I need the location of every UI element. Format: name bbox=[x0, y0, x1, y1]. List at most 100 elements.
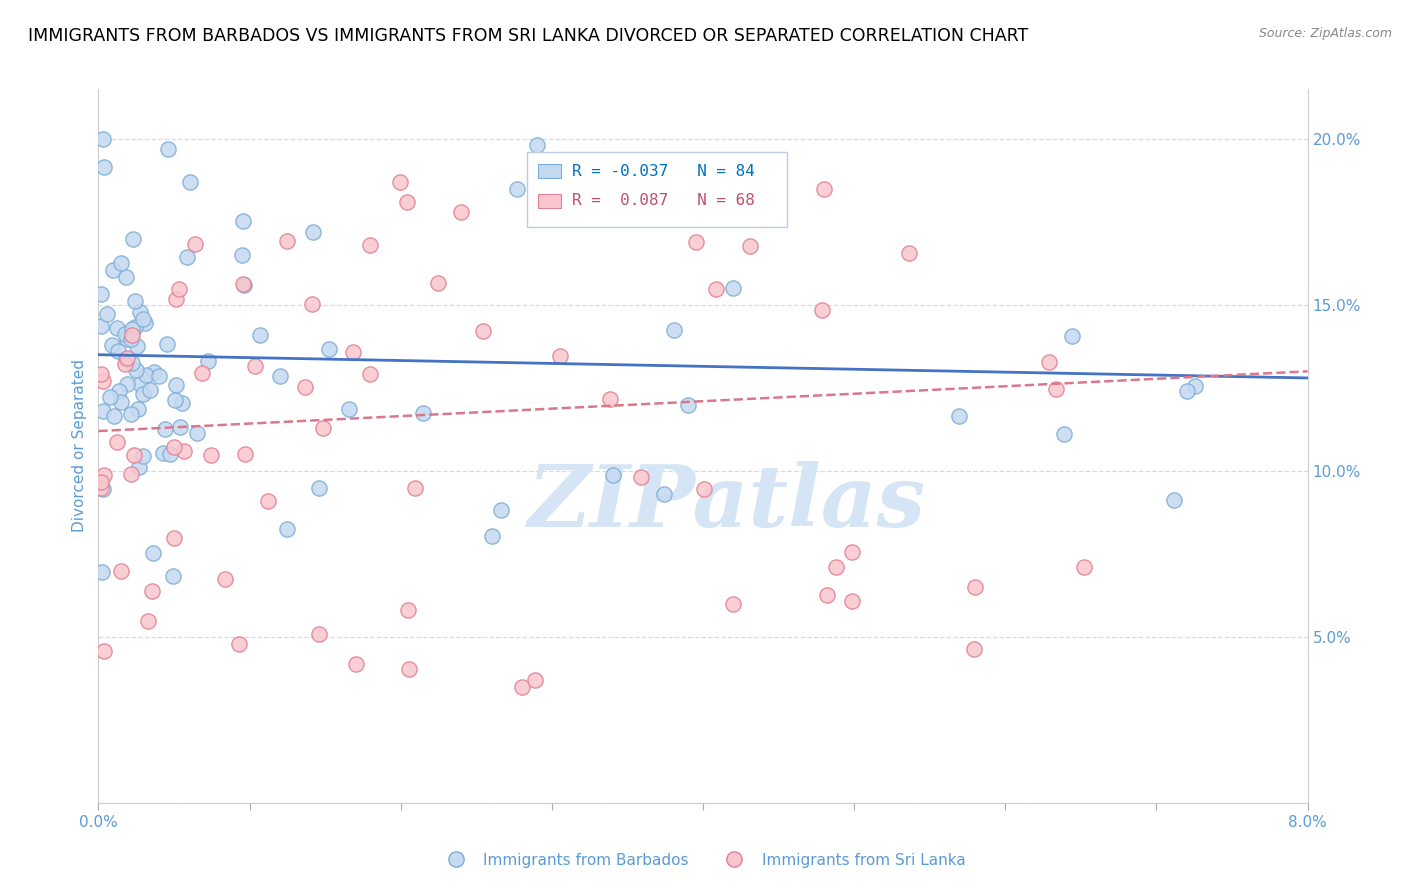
Point bbox=[93, 644, 115, 658]
Point bbox=[90, 286, 112, 301]
Point bbox=[243, 359, 266, 373]
Point bbox=[103, 409, 125, 423]
Point bbox=[232, 214, 254, 228]
Point bbox=[110, 564, 132, 578]
Point bbox=[235, 447, 257, 461]
Point bbox=[200, 448, 222, 462]
Point bbox=[91, 132, 114, 146]
Point bbox=[115, 269, 138, 284]
Point bbox=[155, 422, 177, 436]
Point bbox=[412, 406, 434, 420]
Point bbox=[165, 292, 187, 306]
Point bbox=[404, 481, 426, 495]
Point bbox=[197, 354, 219, 368]
Point bbox=[114, 357, 136, 371]
Point bbox=[90, 475, 112, 489]
Point bbox=[489, 503, 512, 517]
Point bbox=[685, 235, 707, 249]
Point bbox=[132, 387, 155, 401]
Point bbox=[389, 175, 412, 189]
Point bbox=[342, 345, 364, 359]
Point bbox=[165, 378, 187, 392]
Point bbox=[676, 398, 699, 412]
Point bbox=[810, 302, 832, 317]
Point bbox=[481, 528, 503, 542]
Point bbox=[526, 137, 548, 152]
Point bbox=[100, 390, 122, 404]
Point bbox=[231, 248, 253, 262]
Point bbox=[159, 447, 181, 461]
Point bbox=[96, 307, 118, 321]
Point bbox=[105, 435, 128, 450]
Point bbox=[813, 182, 835, 196]
Point bbox=[115, 332, 138, 346]
Point bbox=[723, 281, 745, 295]
Point bbox=[738, 239, 761, 253]
Text: IMMIGRANTS FROM BARBADOS VS IMMIGRANTS FROM SRI LANKA DIVORCED OR SEPARATED CORR: IMMIGRANTS FROM BARBADOS VS IMMIGRANTS F… bbox=[28, 27, 1028, 45]
Point bbox=[110, 394, 132, 409]
Point bbox=[128, 460, 150, 475]
Point bbox=[91, 483, 114, 497]
Point bbox=[301, 225, 323, 239]
Text: R =  0.087   N = 68: R = 0.087 N = 68 bbox=[572, 194, 755, 208]
Point bbox=[148, 369, 170, 384]
Point bbox=[156, 142, 179, 156]
Point bbox=[101, 338, 124, 352]
Point bbox=[965, 580, 987, 594]
Point bbox=[962, 641, 984, 656]
Point bbox=[129, 305, 152, 319]
Point bbox=[135, 368, 157, 382]
Point bbox=[276, 234, 298, 248]
Point bbox=[472, 325, 495, 339]
Point bbox=[308, 627, 330, 641]
Point bbox=[124, 319, 146, 334]
Point bbox=[1053, 427, 1076, 442]
Point bbox=[105, 321, 128, 335]
Point bbox=[122, 231, 145, 245]
Point bbox=[117, 351, 139, 365]
Point bbox=[360, 238, 382, 252]
Text: Source: ZipAtlas.com: Source: ZipAtlas.com bbox=[1258, 27, 1392, 40]
Point bbox=[172, 395, 194, 409]
Point bbox=[136, 614, 159, 628]
Point bbox=[117, 377, 139, 392]
Point bbox=[1060, 329, 1083, 343]
Point bbox=[723, 597, 745, 611]
Point bbox=[139, 384, 162, 398]
Point bbox=[1175, 384, 1198, 399]
Point bbox=[301, 297, 323, 311]
Point bbox=[173, 444, 195, 458]
Point bbox=[318, 343, 340, 357]
Point bbox=[121, 322, 143, 336]
Point bbox=[599, 392, 621, 406]
Point bbox=[162, 568, 184, 582]
Point bbox=[1163, 492, 1185, 507]
Point bbox=[93, 468, 115, 483]
Point bbox=[214, 572, 236, 586]
Point bbox=[124, 294, 146, 309]
Point bbox=[815, 589, 838, 603]
Point bbox=[398, 662, 420, 676]
Point bbox=[396, 602, 419, 616]
Point bbox=[179, 175, 201, 189]
Legend: Immigrants from Barbados, Immigrants from Sri Lanka: Immigrants from Barbados, Immigrants fro… bbox=[434, 847, 972, 873]
Point bbox=[129, 377, 152, 392]
Point bbox=[395, 195, 418, 210]
Point bbox=[108, 384, 131, 399]
Point bbox=[142, 546, 165, 560]
Point bbox=[167, 282, 190, 296]
Point bbox=[294, 380, 316, 394]
Point bbox=[312, 421, 335, 435]
Point bbox=[186, 425, 208, 440]
Point bbox=[269, 369, 291, 384]
Point bbox=[114, 326, 136, 341]
Point bbox=[120, 408, 142, 422]
Point bbox=[152, 446, 174, 460]
Point bbox=[134, 316, 156, 330]
Point bbox=[176, 250, 198, 264]
Text: ZIPatlas: ZIPatlas bbox=[529, 461, 927, 545]
Point bbox=[630, 469, 652, 483]
Point bbox=[825, 559, 848, 574]
Point bbox=[191, 366, 214, 380]
Point bbox=[257, 494, 280, 508]
